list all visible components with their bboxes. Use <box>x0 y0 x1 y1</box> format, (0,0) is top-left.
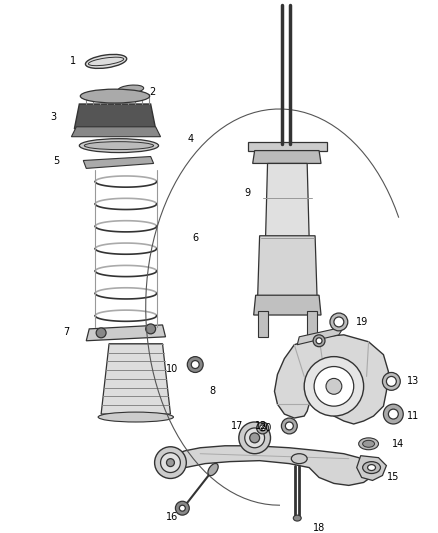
Text: 19: 19 <box>356 317 368 327</box>
Polygon shape <box>248 142 327 151</box>
Text: 6: 6 <box>192 233 198 243</box>
Circle shape <box>386 376 396 386</box>
Ellipse shape <box>291 454 307 464</box>
Circle shape <box>286 422 293 430</box>
Circle shape <box>161 453 180 473</box>
Text: 5: 5 <box>53 157 60 166</box>
Circle shape <box>281 418 297 434</box>
Text: 17: 17 <box>231 421 243 431</box>
Text: 8: 8 <box>209 386 215 397</box>
Circle shape <box>260 425 265 431</box>
Polygon shape <box>166 446 374 486</box>
Polygon shape <box>101 344 170 414</box>
Ellipse shape <box>208 463 218 475</box>
Ellipse shape <box>80 89 150 103</box>
Circle shape <box>316 338 322 344</box>
Ellipse shape <box>363 440 374 447</box>
Polygon shape <box>275 335 389 424</box>
Polygon shape <box>265 164 309 238</box>
Circle shape <box>334 317 344 327</box>
Circle shape <box>175 501 189 515</box>
Circle shape <box>389 409 398 419</box>
Circle shape <box>239 422 271 454</box>
Text: 18: 18 <box>313 523 325 533</box>
Ellipse shape <box>98 412 173 422</box>
Circle shape <box>166 459 174 466</box>
Polygon shape <box>71 127 161 136</box>
Polygon shape <box>83 157 154 168</box>
Ellipse shape <box>84 142 154 150</box>
Circle shape <box>326 378 342 394</box>
Polygon shape <box>74 104 155 129</box>
Text: 1: 1 <box>71 56 77 67</box>
Polygon shape <box>254 295 321 315</box>
Polygon shape <box>297 327 344 345</box>
Circle shape <box>96 328 106 338</box>
Circle shape <box>180 505 185 511</box>
Circle shape <box>330 313 348 331</box>
Circle shape <box>187 357 203 373</box>
Ellipse shape <box>367 465 375 471</box>
Circle shape <box>155 447 186 479</box>
Text: 3: 3 <box>50 112 57 122</box>
Text: 12: 12 <box>255 421 268 431</box>
Circle shape <box>314 367 354 406</box>
Text: 7: 7 <box>64 327 70 337</box>
Ellipse shape <box>79 139 159 152</box>
Polygon shape <box>357 456 386 480</box>
Polygon shape <box>258 311 268 337</box>
Circle shape <box>313 335 325 347</box>
Circle shape <box>304 357 364 416</box>
Circle shape <box>250 433 260 443</box>
Text: 2: 2 <box>149 87 156 97</box>
Ellipse shape <box>118 85 144 93</box>
Circle shape <box>383 404 403 424</box>
Text: 20: 20 <box>259 423 272 433</box>
Text: 13: 13 <box>407 376 419 386</box>
Ellipse shape <box>293 515 301 521</box>
Text: 11: 11 <box>407 411 419 421</box>
Text: 10: 10 <box>166 364 179 374</box>
Circle shape <box>191 361 199 368</box>
Text: 16: 16 <box>166 512 179 522</box>
Ellipse shape <box>85 54 127 68</box>
Circle shape <box>146 324 155 334</box>
Circle shape <box>257 422 268 434</box>
Circle shape <box>382 373 400 390</box>
Text: 4: 4 <box>187 134 193 144</box>
Text: 9: 9 <box>245 188 251 198</box>
Polygon shape <box>253 151 321 164</box>
Ellipse shape <box>359 438 378 450</box>
Polygon shape <box>307 311 317 337</box>
Ellipse shape <box>363 462 381 473</box>
Polygon shape <box>258 236 317 297</box>
Circle shape <box>245 428 265 448</box>
Text: 14: 14 <box>392 439 404 449</box>
Text: 15: 15 <box>387 472 399 482</box>
Polygon shape <box>86 325 166 341</box>
